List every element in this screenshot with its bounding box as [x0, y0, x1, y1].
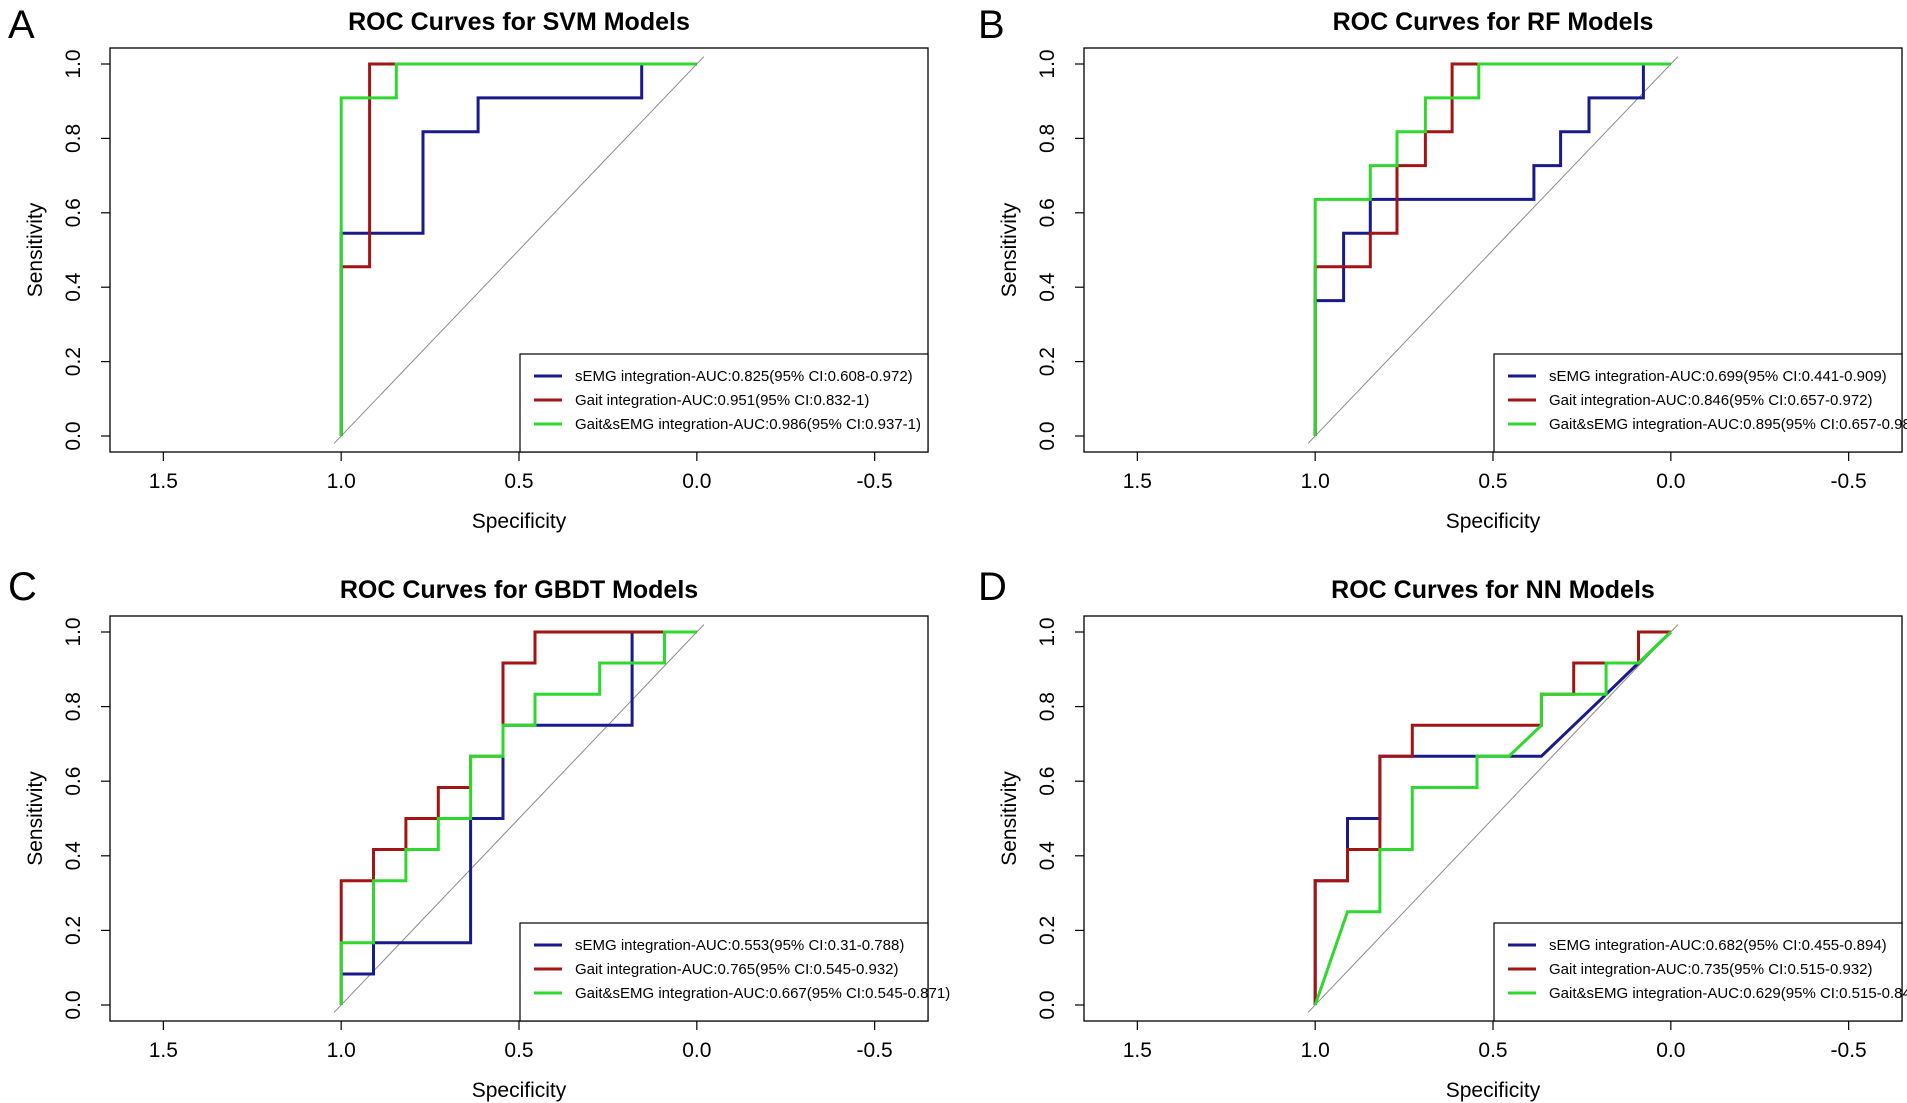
roc-line-gait — [339, 630, 697, 1005]
y-axis-label: Sensitivity — [998, 771, 1021, 866]
x-tick-label: -0.5 — [857, 1039, 893, 1062]
roc-line-semg — [341, 630, 697, 976]
x-tick-label: 0.0 — [682, 470, 711, 493]
diagonal-reference-line — [1307, 56, 1679, 444]
x-axis-label: Specificity — [472, 1079, 567, 1102]
x-axis-label: Specificity — [1446, 510, 1541, 533]
roc-line-combined — [339, 62, 697, 436]
legend-entry: Gait integration-AUC:0.735(95% CI:0.515-… — [1549, 961, 1873, 978]
y-tick-label: 0.6 — [1036, 767, 1059, 796]
x-tick-label: -0.5 — [1831, 1039, 1867, 1062]
x-tick-label: 1.5 — [149, 470, 178, 493]
chart-title: ROC Curves for GBDT Models — [340, 576, 698, 604]
x-tick-label: 1.5 — [1123, 470, 1152, 493]
roc-panel-b: B ROC Curves for RF Models 0.0 0.2 0.4 0.6 0.8… — [978, 3, 1907, 533]
roc-line-combined — [1313, 62, 1671, 436]
legend-frame — [1493, 922, 1903, 1022]
panel-letter: A — [8, 3, 35, 47]
diagonal-reference-line — [1307, 624, 1679, 1013]
x-tick-label: 0.0 — [1656, 1039, 1685, 1062]
y-tick-label: 0.2 — [62, 916, 85, 945]
roc-line-semg — [1313, 62, 1671, 436]
x-tick-label: 0.0 — [1656, 470, 1685, 493]
y-tick-label: 0.2 — [62, 347, 85, 376]
y-tick-label: 0.6 — [1036, 198, 1059, 227]
legend-entry: sEMG integration-AUC:0.553(95% CI:0.31-0… — [575, 937, 904, 954]
legend-entry: Gait&sEMG integration-AUC:0.629(95% CI:0… — [1549, 985, 1907, 1002]
roc-panel-c: C ROC Curves for GBDT Models 0.0 0.2 0.4 0.6 0… — [8, 565, 950, 1102]
y-tick-label: 0.6 — [62, 198, 85, 227]
legend-frame — [519, 353, 929, 453]
y-tick-label: 0.0 — [62, 421, 85, 450]
panel-letter: D — [978, 565, 1007, 609]
x-axis-label: Specificity — [1446, 1079, 1541, 1102]
legend-frame — [1493, 353, 1903, 453]
x-tick-label: 1.0 — [327, 470, 356, 493]
legend-entry: sEMG integration-AUC:0.699(95% CI:0.441-… — [1549, 368, 1887, 385]
roc-panel-d: D ROC Curves for NN Models 0.0 0.2 0.4 0.6 0.8… — [978, 565, 1907, 1102]
legend-frame — [519, 922, 929, 1022]
y-tick-label: 1.0 — [62, 49, 85, 78]
y-tick-label: 1.0 — [62, 617, 85, 646]
x-tick-label: 1.0 — [1301, 1039, 1330, 1062]
legend-entry: Gait&sEMG integration-AUC:0.986(95% CI:0… — [575, 416, 921, 433]
legend-entry: Gait integration-AUC:0.951(95% CI:0.832-… — [575, 392, 869, 409]
diagonal-reference-line — [333, 56, 705, 444]
chart-title: ROC Curves for RF Models — [1333, 8, 1654, 36]
x-tick-label: 0.0 — [682, 1039, 711, 1062]
x-tick-label: -0.5 — [1831, 470, 1867, 493]
x-axis-label: Specificity — [472, 510, 567, 533]
legend-entry: Gait&sEMG integration-AUC:0.667(95% CI:0… — [575, 985, 950, 1002]
y-tick-label: 0.8 — [62, 692, 85, 721]
legend: sEMG integration-AUC:0.825(95% CI:0.608-… — [519, 353, 929, 453]
y-axis-label: Sensitivity — [24, 771, 47, 866]
chart-title: ROC Curves for SVM Models — [348, 8, 690, 36]
y-tick-label: 0.4 — [62, 841, 85, 871]
y-tick-label: 0.6 — [62, 767, 85, 796]
panel-letter: C — [8, 565, 37, 609]
x-tick-label: 0.5 — [1478, 1039, 1507, 1062]
x-tick-label: 0.5 — [504, 470, 533, 493]
y-tick-label: 0.0 — [62, 990, 85, 1019]
y-tick-label: 1.0 — [1036, 617, 1059, 646]
legend-entry: sEMG integration-AUC:0.825(95% CI:0.608-… — [575, 368, 913, 385]
x-tick-label: 0.5 — [1478, 470, 1507, 493]
y-tick-label: 0.2 — [1036, 916, 1059, 945]
y-tick-label: 0.4 — [1036, 272, 1059, 302]
legend: sEMG integration-AUC:0.682(95% CI:0.455-… — [1493, 922, 1907, 1022]
x-tick-label: 1.0 — [1301, 470, 1330, 493]
y-tick-label: 0.8 — [62, 124, 85, 153]
x-tick-label: 1.5 — [1123, 1039, 1152, 1062]
y-tick-label: 0.0 — [1036, 421, 1059, 450]
roc-line-combined — [339, 630, 697, 1005]
chart-title: ROC Curves for NN Models — [1331, 576, 1655, 604]
y-tick-label: 0.8 — [1036, 692, 1059, 721]
legend-entry: sEMG integration-AUC:0.682(95% CI:0.455-… — [1549, 937, 1887, 954]
y-axis-label: Sensitivity — [24, 202, 47, 297]
x-tick-label: 0.5 — [504, 1039, 533, 1062]
roc-line-combined — [1313, 630, 1672, 1006]
diagonal-reference-line — [333, 624, 705, 1013]
x-tick-label: 1.0 — [327, 1039, 356, 1062]
roc-panel-a: A ROC Curves for SVM Models 0.0 0.2 0.4 0.6 0.… — [8, 3, 929, 533]
y-tick-label: 0.0 — [1036, 990, 1059, 1019]
y-tick-label: 0.4 — [62, 272, 85, 302]
legend-entry: Gait integration-AUC:0.846(95% CI:0.657-… — [1549, 392, 1873, 409]
y-axis-label: Sensitivity — [998, 202, 1021, 297]
x-tick-label: 1.5 — [149, 1039, 178, 1062]
legend: sEMG integration-AUC:0.553(95% CI:0.31-0… — [519, 922, 950, 1022]
y-tick-label: 0.8 — [1036, 124, 1059, 153]
legend-entry: Gait&sEMG integration-AUC:0.895(95% CI:0… — [1549, 416, 1907, 433]
legend-entry: Gait integration-AUC:0.765(95% CI:0.545-… — [575, 961, 899, 978]
x-tick-label: -0.5 — [857, 470, 893, 493]
legend: sEMG integration-AUC:0.699(95% CI:0.441-… — [1493, 353, 1907, 453]
y-tick-label: 0.2 — [1036, 347, 1059, 376]
panel-letter: B — [978, 3, 1005, 47]
y-tick-label: 0.4 — [1036, 841, 1059, 871]
y-tick-label: 1.0 — [1036, 49, 1059, 78]
